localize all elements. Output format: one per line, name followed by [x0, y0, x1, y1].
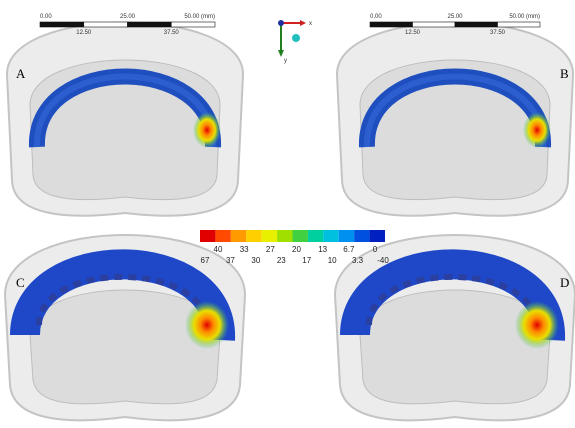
legend-swatch: [370, 230, 385, 242]
legend-label: 17: [302, 256, 311, 265]
panel-label: B: [560, 66, 569, 81]
legend-label: 13: [318, 245, 327, 254]
figure: A B C D x y 0.00 25.00 50.00 (mm) 12.50 37.5…: [0, 0, 575, 428]
legend-label: 6.7: [343, 245, 355, 254]
scale-label: 50.00 (mm): [509, 14, 540, 20]
legend-label: 33: [240, 245, 249, 254]
legend-label: 40: [214, 245, 223, 254]
scale-label: 25.00: [447, 14, 463, 20]
legend-label: 37: [226, 256, 235, 265]
scale-segment: [128, 22, 172, 27]
axis-label: y: [284, 58, 287, 64]
scale-segment: [84, 22, 128, 27]
model-b: [337, 23, 573, 216]
legend-label: -40: [377, 256, 389, 265]
legend-label: 20: [292, 245, 301, 254]
legend-swatch: [277, 230, 292, 242]
legend-swatch: [339, 230, 354, 242]
panel-label: D: [560, 275, 569, 290]
legend-swatch: [215, 230, 230, 242]
legend-label: 10: [328, 256, 337, 265]
scale-label: 25.00: [120, 14, 136, 20]
panel-label: C: [16, 275, 25, 290]
scale-label: 37.50: [164, 30, 180, 36]
model-d: [335, 235, 575, 420]
legend-label: 23: [277, 256, 286, 265]
scale-label: 12.50: [405, 30, 421, 36]
model-a: [7, 23, 243, 216]
axis-triad: x y: [278, 20, 312, 64]
legend-swatch: [200, 230, 215, 242]
scale-segment: [455, 22, 498, 27]
axis-label: x: [309, 21, 312, 27]
legend-swatch: [308, 230, 323, 242]
scale-segment: [498, 22, 541, 27]
scale-segment: [370, 22, 413, 27]
legend-swatch: [354, 230, 369, 242]
legend-swatch: [231, 230, 246, 242]
scale-label: 50.00 (mm): [184, 14, 215, 20]
legend-swatch: [246, 230, 261, 242]
legend-swatch: [262, 230, 277, 242]
scale-segment: [171, 22, 215, 27]
scale-segment: [413, 22, 456, 27]
legend-label: 27: [266, 245, 275, 254]
legend-swatch: [323, 230, 338, 242]
legend-label: 3.3: [352, 256, 364, 265]
scale-label: 37.50: [490, 30, 506, 36]
legend-label: 67: [201, 256, 210, 265]
legend-swatch: [293, 230, 308, 242]
scale-label: 12.50: [76, 30, 92, 36]
scale-label: 0.00: [40, 14, 52, 20]
panel-label: A: [16, 66, 26, 81]
legend-label: 0: [373, 245, 378, 254]
scale-segment: [40, 22, 84, 27]
scale-label: 0.00: [370, 14, 382, 20]
legend-label: 30: [251, 256, 260, 265]
